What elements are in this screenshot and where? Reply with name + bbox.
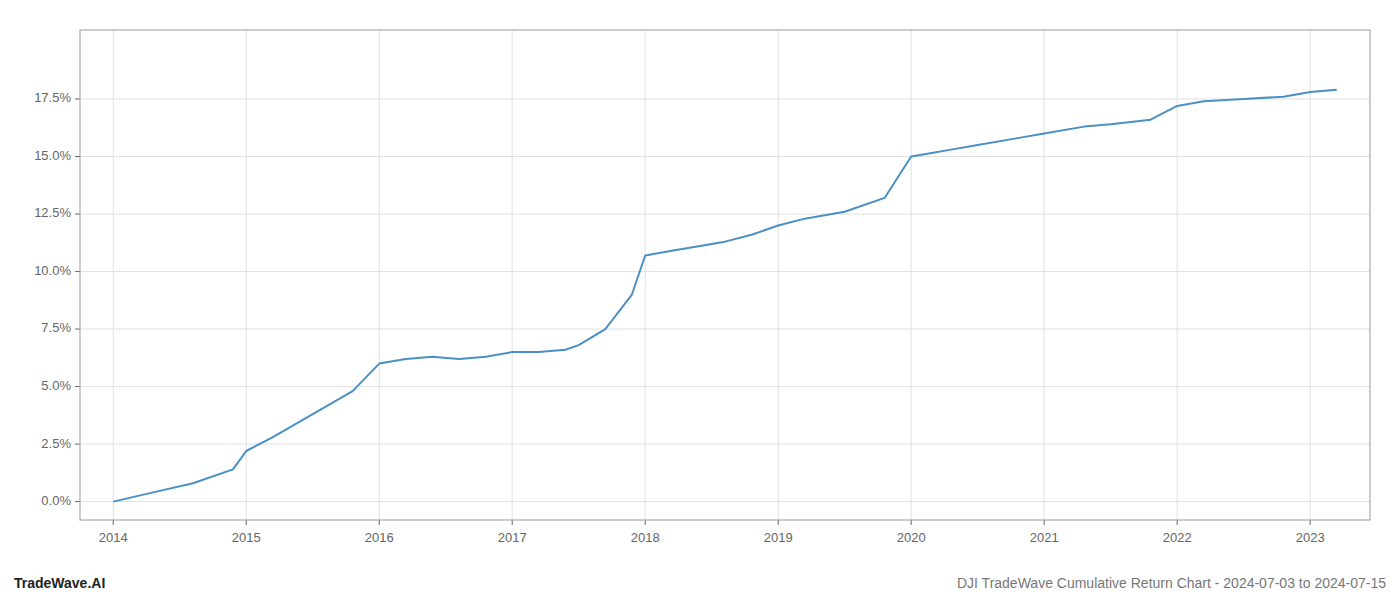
- plot-area: [113, 90, 1337, 502]
- x-grid-line: [645, 30, 646, 520]
- y-grid-line: [80, 444, 1370, 445]
- plot-frame: [80, 30, 1370, 520]
- x-grid-line: [379, 30, 380, 520]
- y-tick: [75, 501, 80, 502]
- y-grid-line: [80, 501, 1370, 502]
- x-grid-line: [1310, 30, 1311, 520]
- line: [113, 90, 1337, 502]
- x-grid-line: [911, 30, 912, 520]
- y-grid-line: [80, 214, 1370, 215]
- x-grid-line: [512, 30, 513, 520]
- y-tick-label: 5.0%: [41, 378, 71, 393]
- x-tick-label: 2021: [1030, 530, 1059, 545]
- chart: 0.0% 2.5% 5.0% 7.5% 10.0% 12.5% 15.0% 17.5% 2014…: [0, 0, 1400, 600]
- y-tick-label: 7.5%: [41, 320, 71, 335]
- y-tick: [75, 386, 80, 387]
- x-grid-line: [1177, 30, 1178, 520]
- x-tick-label: 2017: [498, 530, 527, 545]
- x-grid-line: [778, 30, 779, 520]
- x-tick: [645, 520, 646, 525]
- x-tick: [512, 520, 513, 525]
- x-grid-line: [1044, 30, 1045, 520]
- x-tick-label: 2020: [897, 530, 926, 545]
- y-tick-label: 12.5%: [34, 205, 71, 220]
- annotation: TradeWave.AI: [14, 575, 105, 591]
- y-tick: [75, 271, 80, 272]
- x-tick: [246, 520, 247, 525]
- x-tick-label: 2014: [99, 530, 128, 545]
- axes: 0.0% 2.5% 5.0% 7.5% 10.0% 12.5% 15.0% 17.5% 2014…: [34, 30, 1370, 545]
- annotation: DJI TradeWave Cumulative Return Chart - …: [957, 575, 1386, 591]
- y-grid-line: [80, 99, 1370, 100]
- y-tick: [75, 444, 80, 445]
- x-tick-label: 2016: [365, 530, 394, 545]
- y-tick-label: 17.5%: [34, 90, 71, 105]
- x-tick: [778, 520, 779, 525]
- y-grid-line: [80, 156, 1370, 157]
- x-tick: [379, 520, 380, 525]
- y-grid-line: [80, 329, 1370, 330]
- x-tick: [1310, 520, 1311, 525]
- x-tick: [911, 520, 912, 525]
- y-tick: [75, 214, 80, 215]
- x-grid-line: [246, 30, 247, 520]
- x-tick-label: 2019: [764, 530, 793, 545]
- x-tick: [1044, 520, 1045, 525]
- grid: [80, 30, 1370, 520]
- x-tick-label: 2018: [631, 530, 660, 545]
- y-grid-line: [80, 271, 1370, 272]
- x-tick-label: 2015: [232, 530, 261, 545]
- y-tick-label: 2.5%: [41, 436, 71, 451]
- x-tick-label: 2022: [1163, 530, 1192, 545]
- x-tick-label: 2023: [1296, 530, 1325, 545]
- y-tick: [75, 99, 80, 100]
- y-tick: [75, 156, 80, 157]
- y-tick-label: 10.0%: [34, 263, 71, 278]
- x-grid-line: [113, 30, 114, 520]
- y-tick: [75, 329, 80, 330]
- y-tick-label: 0.0%: [41, 493, 71, 508]
- x-tick: [1177, 520, 1178, 525]
- y-tick-label: 15.0%: [34, 148, 71, 163]
- y-grid-line: [80, 386, 1370, 387]
- x-tick: [113, 520, 114, 525]
